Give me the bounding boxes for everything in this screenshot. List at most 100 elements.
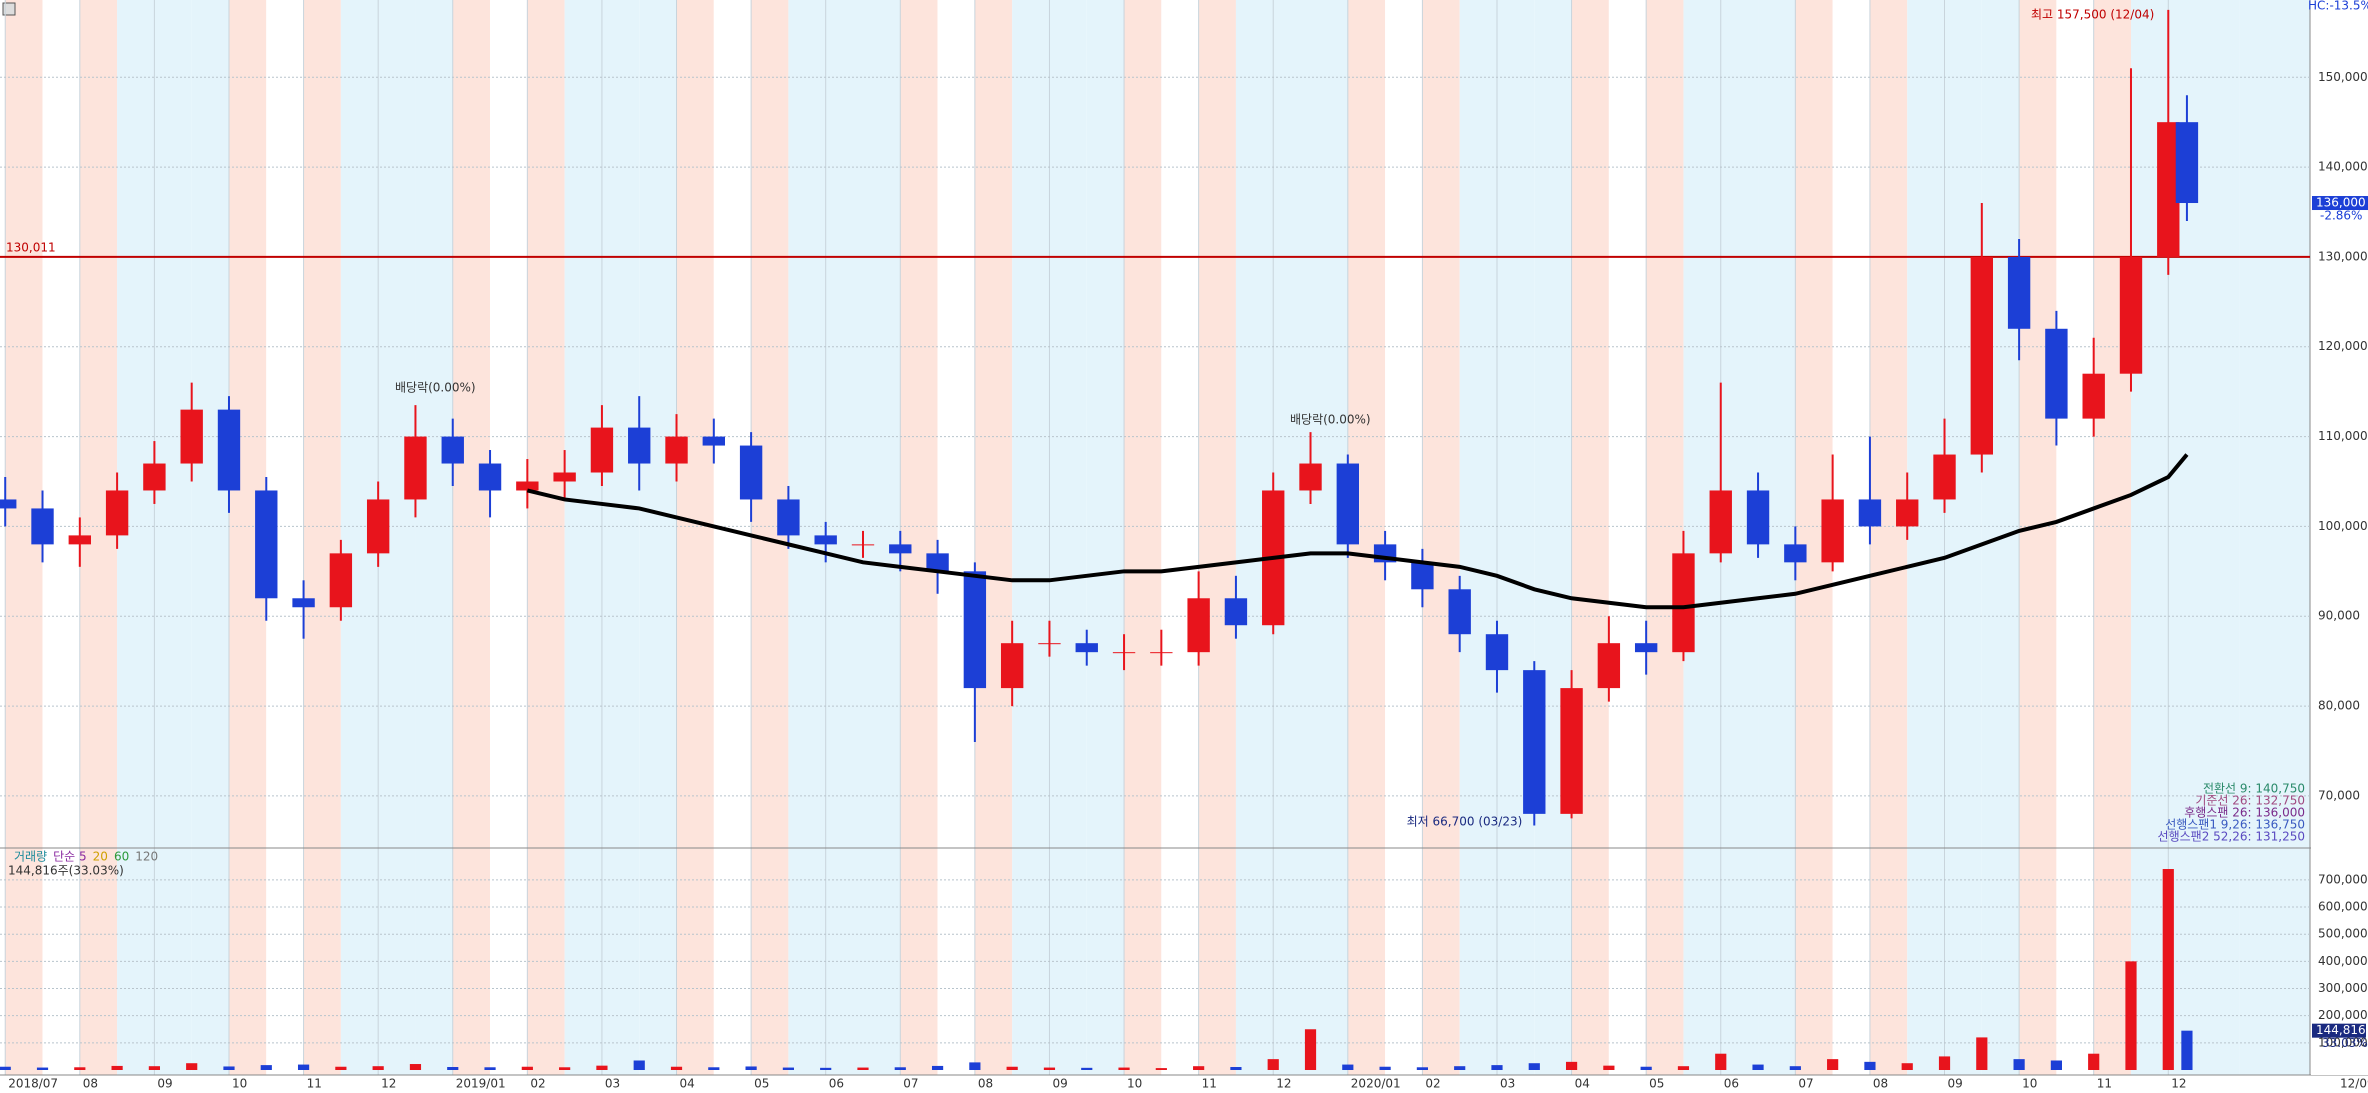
x-tick-label: 02	[1425, 1077, 1440, 1091]
x-tick-label: 02	[530, 1077, 545, 1091]
menu-icon[interactable]	[2, 2, 16, 16]
candle-body	[777, 499, 800, 536]
stripe	[2093, 0, 2131, 1075]
volume-bar	[260, 1065, 272, 1070]
high-label: 최고 157,500 (12/04)	[2031, 8, 2154, 22]
x-tick-label: 10	[232, 1077, 247, 1091]
candle-body	[1038, 643, 1061, 645]
volume-bar	[74, 1067, 86, 1070]
stripe	[1496, 0, 1535, 1075]
volume-bar	[708, 1067, 720, 1070]
y-tick-label: 500,000	[2318, 927, 2368, 941]
dividend-label: 배당락(0.00%)	[1290, 413, 1371, 427]
volume-bar	[0, 1066, 11, 1070]
volume-bar	[1454, 1066, 1466, 1070]
candle-body	[441, 436, 464, 464]
candle-body	[1187, 598, 1210, 653]
candle-body	[478, 463, 502, 491]
candle-body	[1634, 643, 1658, 653]
volume-bar	[1342, 1064, 1354, 1070]
reference-label: 130,011	[6, 240, 56, 254]
volume-bar	[2125, 961, 2137, 1070]
candle-body	[1560, 688, 1583, 814]
price-label: 136,000	[2316, 196, 2366, 210]
stripe	[1571, 0, 1609, 1075]
candle-body	[1224, 598, 1248, 626]
stripe	[974, 0, 1013, 1075]
volume-bar	[335, 1066, 347, 1070]
candle-body	[1746, 490, 1770, 545]
x-tick-label: 12	[1276, 1077, 1291, 1091]
candle-body	[2007, 256, 2031, 329]
candle-body	[31, 508, 54, 545]
stripe	[601, 0, 640, 1075]
volume-bar	[1565, 1061, 1578, 1070]
dividend-label: 배당락(0.00%)	[395, 381, 476, 395]
stripe	[117, 0, 155, 1075]
stripe	[490, 0, 528, 1075]
candle-body	[292, 598, 315, 608]
volume-bar	[1752, 1064, 1764, 1070]
candle-body	[255, 490, 278, 599]
low-label: 최저 66,700 (03/23)	[1407, 815, 1523, 829]
x-tick-label: 11	[1202, 1077, 1217, 1091]
volume-bar	[1304, 1029, 1317, 1070]
candle-body	[739, 445, 763, 500]
candle-body	[1821, 499, 1844, 563]
volume-legend: 거래량	[14, 850, 47, 864]
volume-bar	[1193, 1066, 1205, 1070]
ichimoku-legend: 전환선 9: 140,750	[2203, 782, 2305, 796]
x-tick-label: 11	[2097, 1077, 2112, 1091]
volume-bar	[1416, 1067, 1428, 1070]
volume-bar	[1827, 1059, 1839, 1070]
volume-bar	[1789, 1066, 1801, 1070]
volume-bar	[1379, 1066, 1391, 1070]
y-tick-label: 300,000	[2318, 981, 2368, 995]
y-tick-label: 600,000	[2318, 900, 2368, 914]
candle-body	[590, 427, 614, 473]
candle-body	[851, 544, 875, 546]
candle-body	[366, 499, 390, 554]
candle-body	[1896, 499, 1919, 527]
volume-bar	[670, 1066, 683, 1070]
volume-legend: 20	[93, 850, 108, 864]
volume-bar	[1603, 1065, 1615, 1070]
candle-body	[2157, 122, 2180, 257]
volume-bar	[782, 1067, 794, 1070]
candle-body	[329, 553, 353, 608]
candle-body	[1597, 643, 1621, 689]
candle-body	[1485, 634, 1509, 671]
x-tick-label: 10	[2022, 1077, 2037, 1091]
candle-body	[628, 427, 651, 464]
price-change: -2.86%	[2320, 209, 2362, 223]
stripe	[1124, 0, 1162, 1075]
candle-body	[180, 409, 203, 464]
volume-bar	[745, 1066, 757, 1070]
volume-bar	[1118, 1067, 1130, 1070]
candle-body	[68, 535, 91, 545]
volume-bar	[1006, 1066, 1018, 1070]
x-tick-label: 2020/01	[1351, 1077, 1401, 1091]
volume-bar	[1491, 1065, 1503, 1070]
stripe	[2239, 0, 2310, 1075]
candle-body	[217, 409, 241, 491]
y-tick-label: 80,000	[2318, 699, 2360, 713]
volume-bar	[633, 1060, 645, 1070]
x-tick-label: 10	[1127, 1077, 1142, 1091]
candle-body	[105, 490, 129, 536]
stripe	[713, 0, 752, 1075]
volume-bar	[1230, 1067, 1242, 1070]
volume-bar	[2162, 869, 2174, 1070]
stripe	[1907, 0, 1945, 1075]
stripe	[1049, 0, 1087, 1075]
y-tick-label: 120,000	[2318, 339, 2368, 353]
price-box	[2312, 196, 2368, 211]
stripe	[527, 0, 565, 1075]
axis-bg	[2311, 0, 2368, 1075]
volume-bar	[969, 1062, 981, 1070]
stripe	[862, 0, 901, 1075]
volume-bar	[1976, 1037, 1988, 1070]
candle-body	[0, 499, 17, 509]
candle-body	[1784, 544, 1807, 563]
